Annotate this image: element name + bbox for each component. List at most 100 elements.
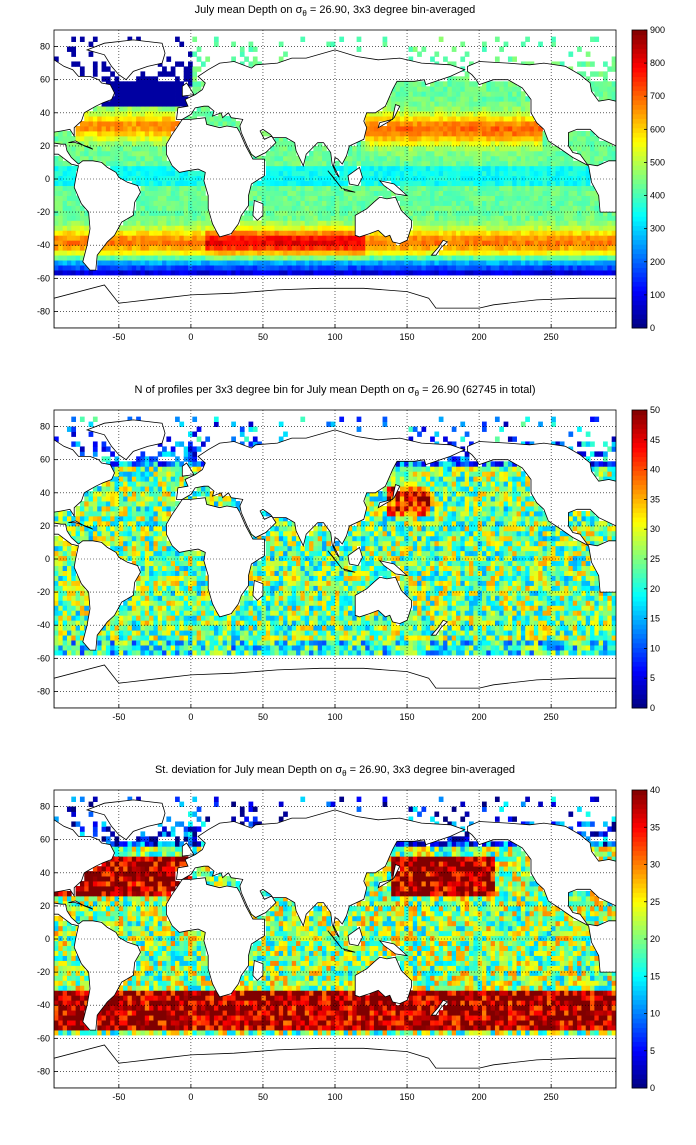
heatmap-cell	[486, 136, 491, 141]
heatmap-cell	[244, 255, 249, 260]
heatmap-cell	[486, 255, 491, 260]
heatmap-cell	[547, 250, 552, 255]
heatmap-cell	[313, 270, 318, 275]
heatmap-cell	[352, 245, 357, 250]
heatmap-cell	[249, 61, 254, 66]
heatmap-cell	[145, 650, 150, 655]
heatmap-cell	[434, 650, 439, 655]
heatmap-cell	[274, 201, 279, 206]
heatmap-cell	[145, 191, 150, 196]
heatmap-cell	[495, 186, 500, 191]
heatmap-cell	[279, 220, 284, 225]
heatmap-cell	[594, 265, 599, 270]
heatmap-cell	[499, 131, 504, 136]
heatmap-cell	[508, 151, 513, 156]
heatmap-cell	[508, 215, 513, 220]
heatmap-cell	[67, 196, 72, 201]
heatmap-cell	[543, 270, 548, 275]
heatmap-cell	[188, 210, 193, 215]
heatmap-cell	[599, 151, 604, 156]
heatmap-cell	[171, 101, 176, 106]
heatmap-cell	[274, 260, 279, 265]
heatmap-cell	[486, 161, 491, 166]
heatmap-cell	[322, 230, 327, 235]
heatmap-cell	[58, 196, 63, 201]
heatmap-cell	[521, 235, 526, 240]
heatmap-cell	[365, 161, 370, 166]
heatmap-cell	[162, 101, 167, 106]
heatmap-cell	[465, 146, 470, 151]
heatmap-cell	[127, 101, 132, 106]
heatmap-cell	[231, 121, 236, 126]
heatmap-cell	[76, 156, 81, 161]
heatmap-cell	[447, 201, 452, 206]
heatmap-cell	[538, 250, 543, 255]
heatmap-cell	[179, 196, 184, 201]
heatmap-cell	[439, 191, 444, 196]
heatmap-cell	[153, 255, 158, 260]
heatmap-cell	[115, 245, 120, 250]
heatmap-cell	[581, 635, 586, 640]
heatmap-cell	[71, 171, 76, 176]
heatmap-cell	[132, 166, 137, 171]
heatmap-cell	[508, 136, 513, 141]
heatmap-cell	[145, 171, 150, 176]
heatmap-cell	[188, 61, 193, 66]
heatmap-cell	[421, 220, 426, 225]
heatmap-cell	[205, 111, 210, 116]
heatmap-cell	[434, 156, 439, 161]
heatmap-cell	[305, 255, 310, 260]
heatmap-cell	[443, 86, 448, 91]
heatmap-cell	[607, 260, 612, 265]
heatmap-cell	[421, 141, 426, 146]
heatmap-cell	[318, 201, 323, 206]
heatmap-cell	[145, 151, 150, 156]
heatmap-cell	[153, 131, 158, 136]
heatmap-cell	[426, 121, 431, 126]
heatmap-cell	[421, 270, 426, 275]
heatmap-cell	[404, 270, 409, 275]
heatmap-cell	[378, 161, 383, 166]
heatmap-cell	[244, 235, 249, 240]
heatmap-cell	[249, 240, 254, 245]
heatmap-cell	[577, 181, 582, 186]
heatmap-cell	[408, 240, 413, 245]
heatmap-cell	[357, 635, 362, 640]
heatmap-cell	[279, 230, 284, 235]
heatmap-cell	[573, 131, 578, 136]
heatmap-cell	[452, 235, 457, 240]
heatmap-cell	[266, 205, 271, 210]
heatmap-cell	[421, 645, 426, 650]
heatmap-cell	[517, 630, 522, 635]
heatmap-cell	[145, 141, 150, 146]
heatmap-cell	[378, 250, 383, 255]
heatmap-cell	[378, 111, 383, 116]
heatmap-cell	[175, 91, 180, 96]
heatmap-cell	[365, 156, 370, 161]
heatmap-cell	[491, 210, 496, 215]
heatmap-cell	[452, 645, 457, 650]
heatmap-cell	[456, 76, 461, 81]
heatmap-cell	[573, 176, 578, 181]
heatmap-cell	[192, 205, 197, 210]
heatmap-cell	[465, 171, 470, 176]
heatmap-cell	[361, 645, 366, 650]
heatmap-cell	[274, 235, 279, 240]
heatmap-cell	[296, 265, 301, 270]
heatmap-cell	[473, 151, 478, 156]
heatmap-cell	[205, 225, 210, 230]
heatmap-cell	[300, 270, 305, 275]
heatmap-cell	[456, 131, 461, 136]
heatmap-cell	[443, 81, 448, 86]
heatmap-cell	[171, 176, 176, 181]
heatmap-cell	[274, 630, 279, 635]
heatmap-cell	[58, 625, 63, 630]
heatmap-cell	[123, 106, 128, 111]
heatmap-cell	[175, 81, 180, 86]
heatmap-cell	[166, 220, 171, 225]
heatmap-cell	[162, 630, 167, 635]
heatmap-cell	[426, 191, 431, 196]
heatmap-cell	[396, 156, 401, 161]
heatmap-cell	[166, 116, 171, 121]
heatmap-cell	[469, 201, 474, 206]
